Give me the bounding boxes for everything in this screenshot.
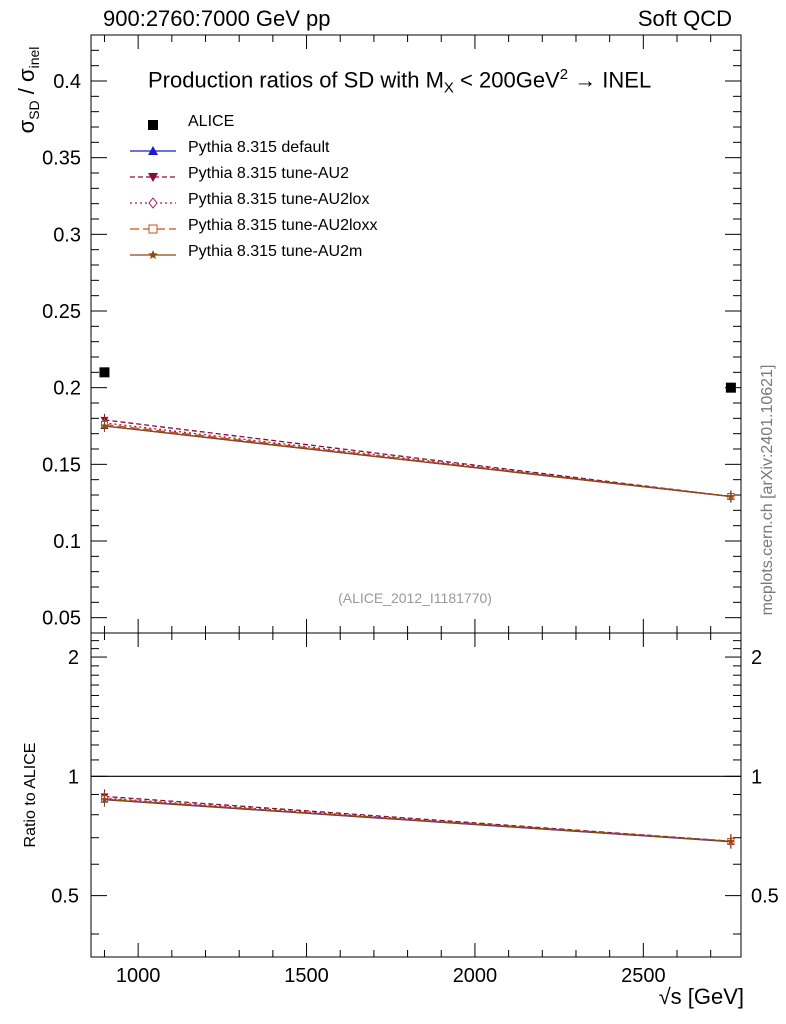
ratio-y-tick-label: 1 [68, 766, 79, 788]
legend-label: Pythia 8.315 tune-AU2m [188, 243, 363, 260]
legend-swatch [130, 250, 176, 259]
y-tick-label: 0.25 [42, 301, 81, 323]
legend-swatch [130, 197, 176, 209]
ratio-y-tick-label: 2 [68, 647, 79, 669]
ratio-point [727, 837, 735, 845]
legend-label: Pythia 8.315 tune-AU2 [188, 165, 349, 182]
series-line [104, 425, 731, 498]
ratio-y-tick-label: 0.5 [51, 886, 79, 908]
legend-label: Pythia 8.315 default [188, 139, 330, 156]
ratio-y-tick-label-right: 0.5 [751, 886, 779, 908]
legend-swatch [130, 224, 176, 234]
legend-marker [148, 197, 158, 209]
ratio-plot-frame [90, 632, 742, 958]
y-tick-label: 0.4 [53, 71, 81, 93]
y-tick-label: 0.1 [53, 531, 81, 553]
x-tick-label: 1000 [116, 965, 161, 987]
y-tick-label: 0.2 [53, 378, 81, 400]
x-axis-label: √s [GeV] [658, 984, 744, 1009]
legend-swatch [148, 120, 158, 130]
y-tick-label: 0.05 [42, 608, 81, 630]
chart-title: Production ratios of SD with MX < 200GeV… [148, 66, 652, 97]
legend-marker [148, 146, 158, 155]
analysis-reference: (ALICE_2012_I1181770) [338, 590, 492, 606]
header-category-label: Soft QCD [637, 6, 732, 31]
data-point [727, 492, 735, 500]
x-tick-label: 1500 [284, 965, 329, 987]
ratio-y-axis-label: Ratio to ALICE [22, 742, 39, 848]
y-tick-label: 0.35 [42, 148, 81, 170]
y-tick-label: 0.15 [42, 454, 81, 476]
ratio-line [104, 798, 731, 843]
legend-marker [148, 120, 158, 130]
axis-ticks [91, 35, 741, 957]
legend-marker [148, 224, 158, 234]
y-tick-label: 0.3 [53, 224, 81, 246]
data-point [100, 422, 109, 430]
watermark: mcplots.cern.ch [arXiv:2401.10621] [759, 364, 776, 616]
ratio-layer [100, 789, 735, 849]
series-line [104, 419, 731, 498]
alice-data-point [725, 382, 736, 393]
ratio-point [100, 795, 109, 803]
legend-swatch [130, 146, 176, 155]
legend-swatch [130, 173, 176, 182]
legend-label: ALICE [188, 113, 235, 130]
x-tick-label: 2500 [621, 965, 666, 987]
legend-label: Pythia 8.315 tune-AU2lox [188, 191, 370, 208]
tick-labels: 1000 1500 2000 2500 0.05 0.1 0.15 0.2 0.25 0.3 0.3… [42, 71, 779, 987]
header-energy-label: 900:2760:7000 GeV pp [103, 6, 331, 31]
alice-data-point [99, 367, 110, 378]
legend-label: Pythia 8.315 tune-AU2loxx [188, 217, 378, 234]
legend-marker [148, 173, 158, 182]
legend-marker [148, 250, 158, 259]
y-axis-label: σSD / σinel [13, 46, 43, 134]
x-tick-label: 2000 [453, 965, 498, 987]
ratio-y-tick-label-right: 1 [751, 766, 762, 788]
ratio-y-tick-label-right: 2 [751, 647, 762, 669]
series-layer [99, 367, 736, 503]
